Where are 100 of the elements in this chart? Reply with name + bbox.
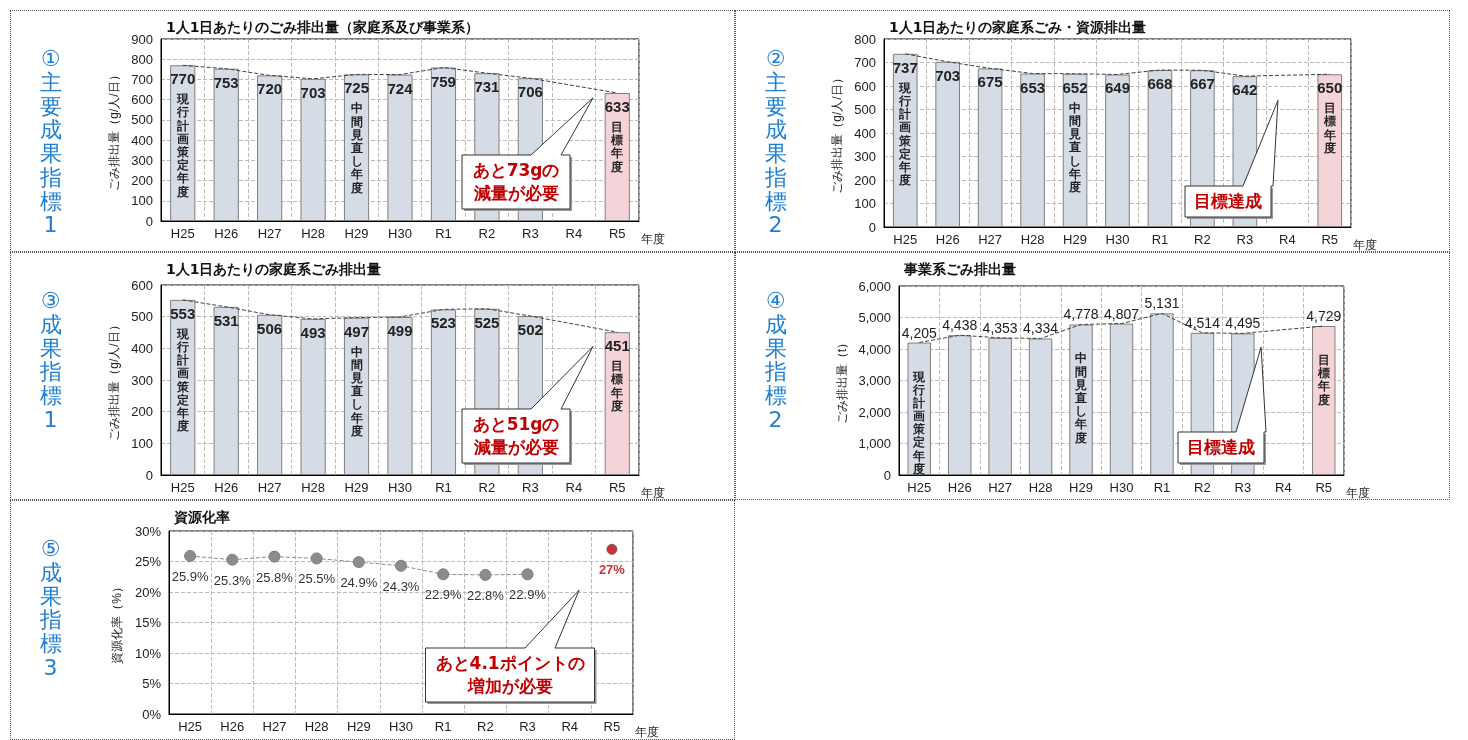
data-label: 649 [1104,79,1131,97]
data-label: 531 [213,311,239,329]
x-tick-label: H28 [1028,480,1053,495]
x-tick-label: H27 [988,480,1013,495]
x-tick-label: H27 [257,480,282,495]
data-label: 525 [474,313,500,331]
annotation: 目標年度 [610,359,624,413]
data-label: 25.9% [171,569,209,585]
y-axis-title: 資源化率（%） [110,581,124,664]
x-tick-label: H30 [1105,232,1130,247]
bar [387,74,413,221]
x-tick-label: R3 [1234,480,1252,495]
point [352,556,365,569]
data-label: 703 [300,83,326,101]
data-label: 703 [935,66,961,84]
y-tick-label: 500 [854,102,876,117]
y-tick-label: 10% [134,645,162,661]
x-tick-label: H30 [1109,480,1134,495]
y-tick-label: 700 [854,55,876,70]
data-label: 25.5% [298,571,336,587]
chart-title: 事業系ごみ排出量 [903,261,1016,277]
y-tick-label: 1,000 [858,436,891,451]
annotation: あと4.1ポイントの増加が必要 [425,648,595,702]
x-tick-label: H29 [1063,232,1087,247]
data-label: 633 [604,97,630,115]
y-tick-label: 900 [131,31,153,47]
data-label: 22.8% [466,587,505,603]
data-label: 4,729 [1306,308,1342,325]
data-label: 731 [474,78,500,96]
bar [300,78,326,221]
x-tick-label: R3 [519,719,536,734]
bar [430,67,457,221]
data-label: 770 [170,70,196,88]
point [310,552,323,565]
y-tick-label: 15% [134,615,162,630]
y-tick-label: 200 [131,404,153,420]
point [479,568,492,581]
point [226,553,239,566]
x-tick-label: H26 [935,232,960,247]
data-label: 4,205 [901,324,937,341]
bar [947,335,972,475]
y-tick-label: 0 [145,467,153,483]
text: ①主要成果指標1 [39,46,63,238]
annotation: あと51gの減量が必要 [462,409,571,463]
x-tick-label: H25 [178,719,203,734]
x-tick-label: R1 [435,226,452,241]
text: ③成果指標1 [39,288,63,432]
y-tick-label: 200 [854,172,876,188]
y-tick-label: 2,000 [858,404,891,420]
annotation: 目標達成 [1178,432,1264,463]
data-label: 451 [604,337,630,355]
y-tick-label: 400 [854,125,876,141]
x-tick-label: R2 [477,719,494,734]
data-label: 753 [213,73,239,91]
x-tick-label: H25 [893,232,918,247]
annotation: あと73gの減量が必要 [462,155,571,209]
x-axis-title: 年度 [635,725,659,739]
data-label: 642 [1232,81,1258,99]
x-tick-label: H26 [214,226,239,241]
y-tick-label: 600 [131,277,153,293]
point [521,568,534,581]
y-tick-label: 100 [131,193,153,209]
bar [1150,313,1174,475]
annotation: 中間見直し年度 [1074,351,1088,445]
data-label: 25.8% [256,569,294,585]
y-tick-label: 6,000 [858,278,891,294]
data-label: 724 [387,79,414,97]
text: ②主要成果指標2 [764,46,788,238]
data-label: 737 [892,58,918,76]
x-tick-label: R4 [1279,232,1296,247]
chart-title: 資源化率 [173,509,230,525]
bar [213,68,239,221]
x-tick-label: H28 [304,719,329,734]
data-label: 4,807 [1103,305,1140,322]
y-tick-label: 800 [131,51,153,67]
data-label: 22.9% [424,587,463,603]
y-tick-label: 300 [131,372,153,388]
x-tick-label: R4 [561,719,579,734]
x-tick-label: R2 [478,480,496,495]
annotation: 現行計画策定年度 [912,369,926,477]
y-tick-label: 25% [134,554,162,569]
data-label: 4,353 [982,319,1018,336]
y-tick-label: 100 [131,435,153,451]
data-label: 4,514 [1184,314,1221,331]
data-label: 553 [170,304,196,322]
x-tick-label: H25 [907,480,932,495]
x-tick-label: H27 [262,719,287,734]
x-tick-label: H29 [344,480,369,495]
data-label: 653 [1020,78,1046,96]
y-tick-label: 500 [131,309,153,325]
annotation: 中間見直し年度 [1068,100,1082,195]
x-tick-label: H27 [257,226,282,241]
y-axis-title: ごみ排出量（g/人/日） [107,319,122,441]
y-tick-label: 4,000 [858,341,891,357]
data-label: 4,334 [1023,320,1059,337]
point [268,550,281,563]
data-label: 493 [300,323,326,341]
data-label: 706 [517,83,543,101]
x-tick-label: R5 [1315,480,1333,495]
data-label: 667 [1189,75,1215,93]
